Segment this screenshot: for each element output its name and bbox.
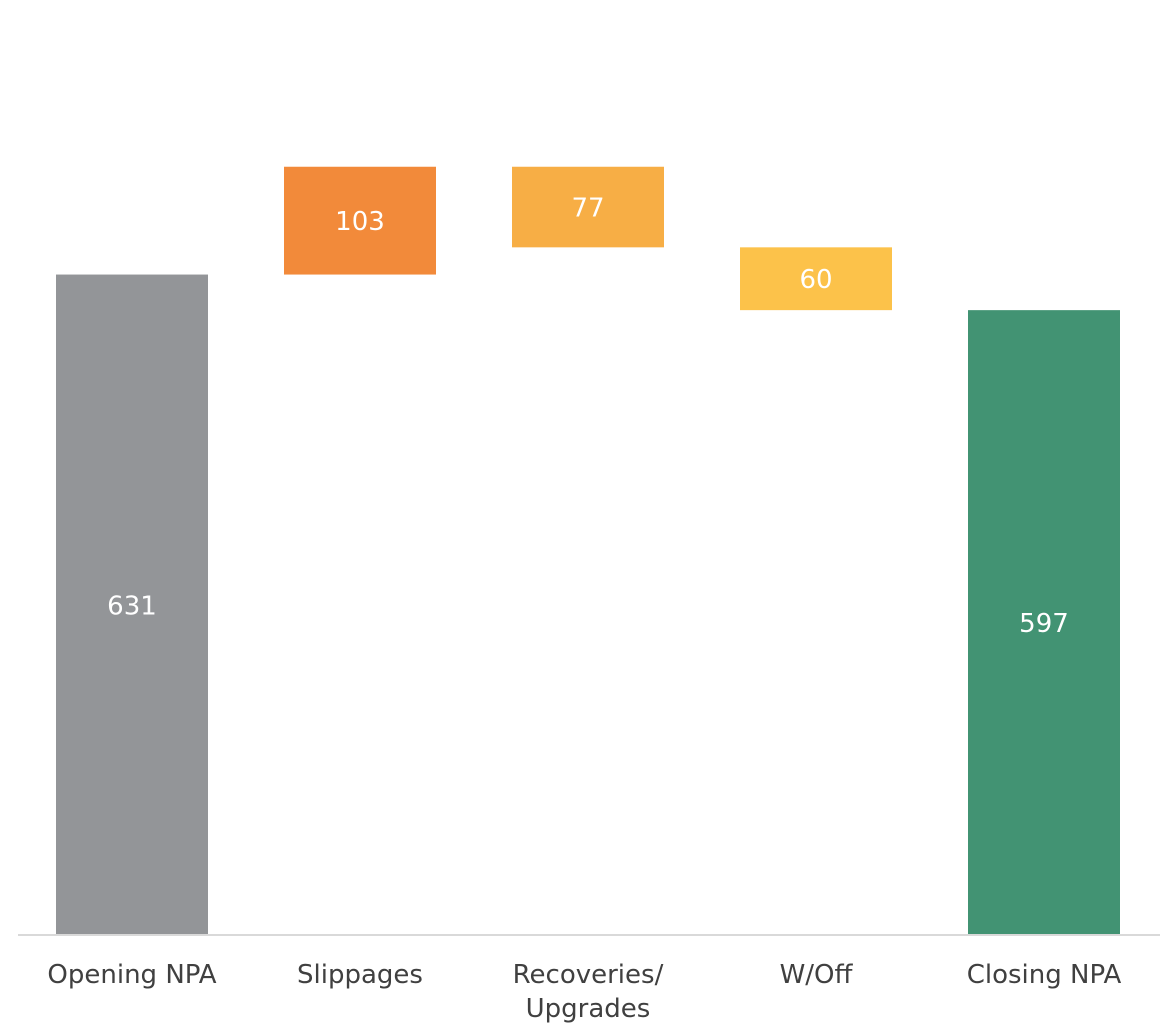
bar xyxy=(740,247,892,311)
data-label: 103 xyxy=(335,207,385,237)
bar xyxy=(968,310,1120,935)
x-tick-label: Closing NPA xyxy=(966,960,1122,990)
x-tick-label: Slippages xyxy=(297,960,423,990)
data-label: 77 xyxy=(571,194,604,224)
x-tick-label: Recoveries/ Upgrades xyxy=(512,960,664,1024)
data-label: 60 xyxy=(799,265,832,295)
bar xyxy=(284,166,436,275)
data-label: 597 xyxy=(1019,609,1069,639)
bar xyxy=(56,274,208,935)
x-tick-label: W/Off xyxy=(779,960,853,990)
x-tick-label: Opening NPA xyxy=(47,960,217,990)
data-label: 631 xyxy=(107,591,157,621)
bar xyxy=(512,166,664,248)
